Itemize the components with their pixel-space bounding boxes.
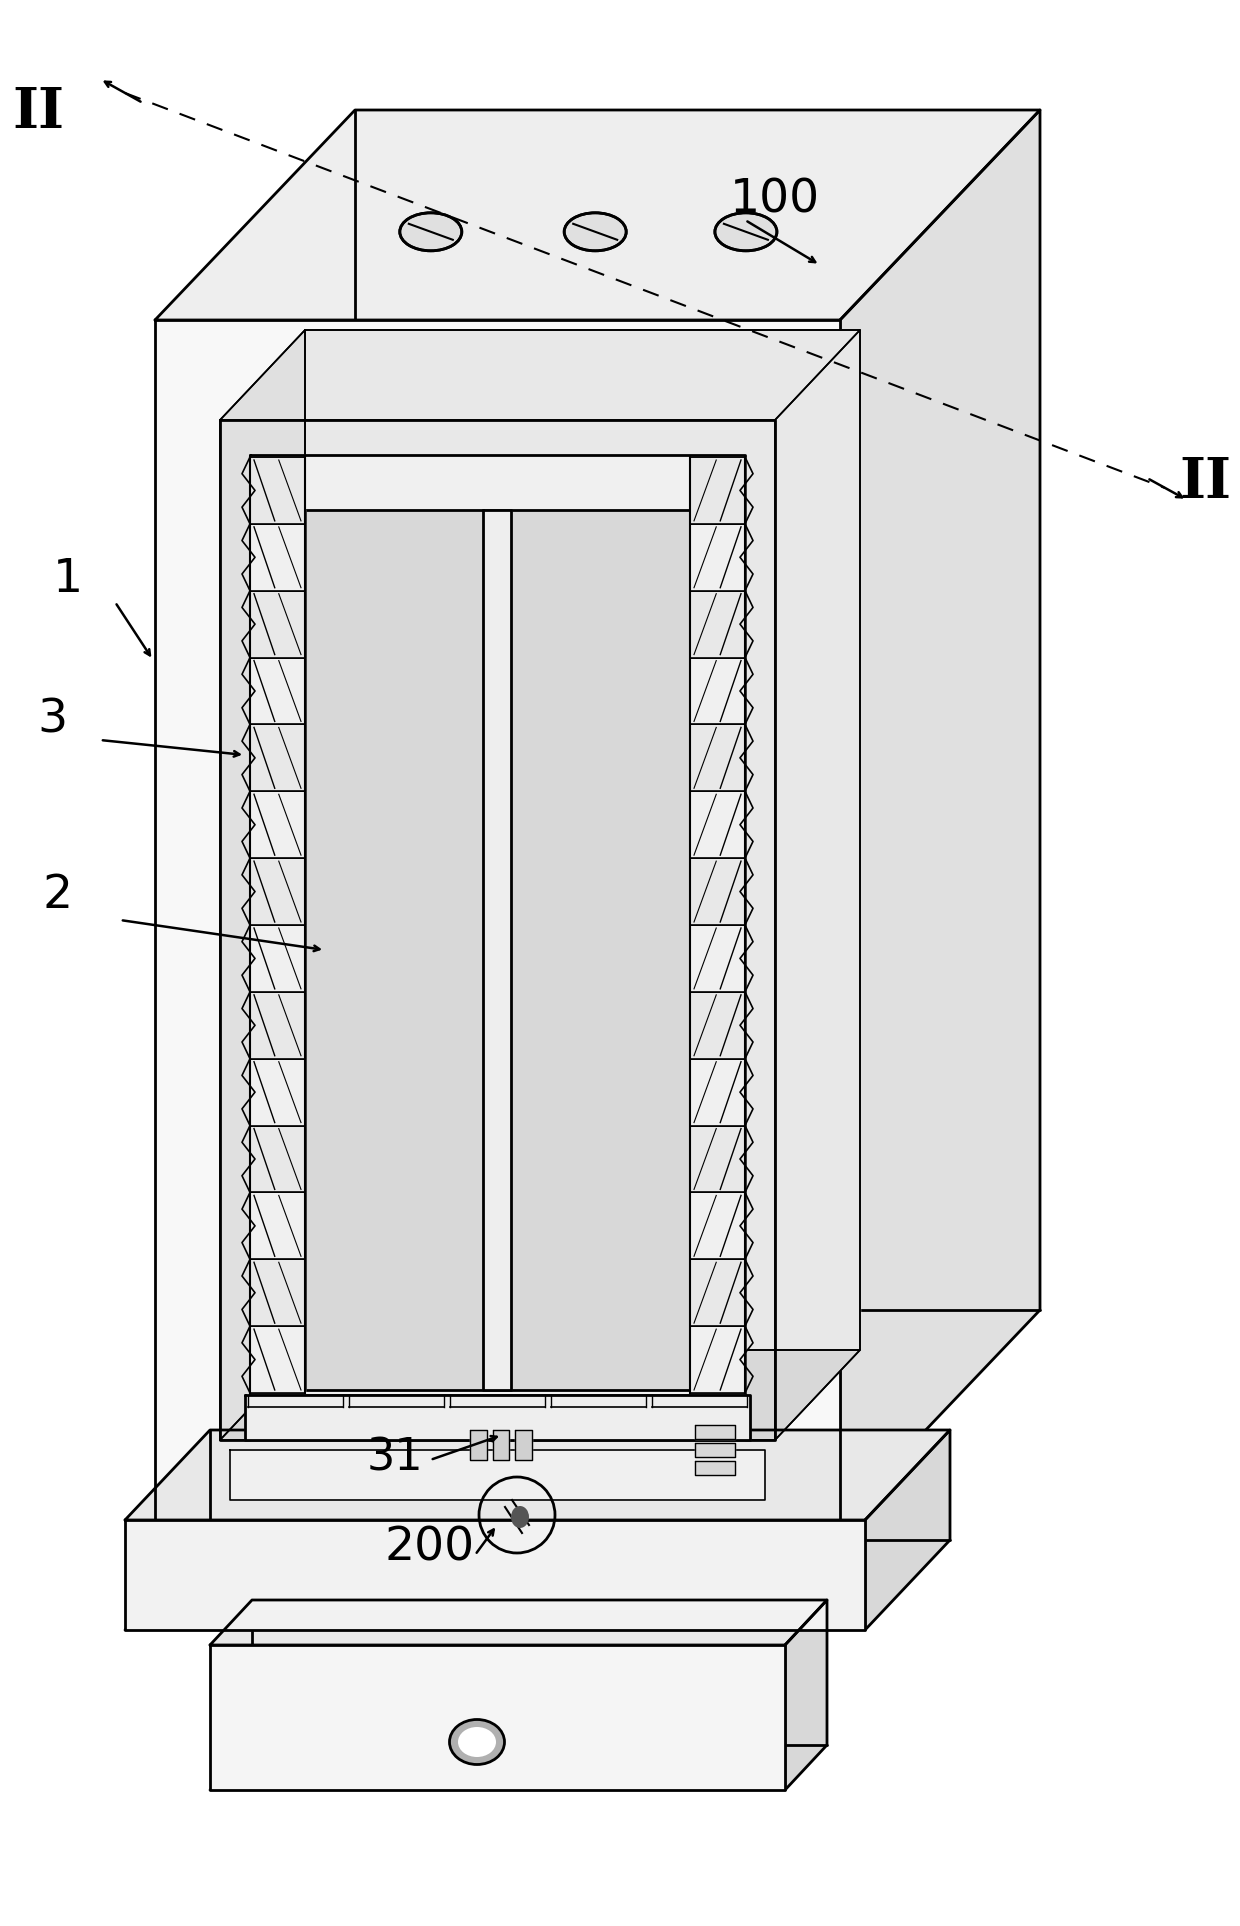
- Text: 200: 200: [384, 1525, 475, 1570]
- Polygon shape: [484, 510, 511, 1391]
- Polygon shape: [305, 510, 689, 1391]
- Polygon shape: [219, 1350, 861, 1441]
- Polygon shape: [785, 1601, 827, 1789]
- Text: 1: 1: [53, 557, 83, 603]
- Polygon shape: [689, 456, 745, 524]
- Polygon shape: [689, 524, 745, 591]
- Polygon shape: [250, 524, 305, 591]
- Polygon shape: [250, 591, 305, 657]
- Polygon shape: [515, 1429, 532, 1460]
- Polygon shape: [839, 110, 1040, 1520]
- Polygon shape: [866, 1429, 950, 1629]
- Polygon shape: [694, 1443, 735, 1456]
- Polygon shape: [250, 1192, 305, 1260]
- Polygon shape: [250, 1260, 305, 1327]
- Ellipse shape: [458, 1728, 496, 1757]
- Polygon shape: [219, 329, 861, 420]
- Polygon shape: [250, 657, 305, 724]
- Polygon shape: [250, 455, 745, 1394]
- Polygon shape: [689, 1125, 745, 1192]
- Polygon shape: [775, 329, 861, 1441]
- Polygon shape: [689, 724, 745, 792]
- Polygon shape: [250, 859, 305, 924]
- Polygon shape: [250, 992, 305, 1059]
- Text: II: II: [12, 85, 64, 139]
- Polygon shape: [219, 329, 305, 1441]
- Polygon shape: [210, 1601, 827, 1645]
- Polygon shape: [155, 110, 1040, 320]
- Polygon shape: [250, 1327, 305, 1392]
- Text: 2: 2: [43, 872, 73, 917]
- Polygon shape: [689, 992, 745, 1059]
- Text: 31: 31: [367, 1437, 423, 1479]
- Polygon shape: [125, 1520, 866, 1629]
- Polygon shape: [125, 1429, 950, 1520]
- Polygon shape: [246, 1394, 750, 1441]
- Polygon shape: [689, 591, 745, 657]
- Polygon shape: [492, 1429, 508, 1460]
- Polygon shape: [689, 1059, 745, 1125]
- Polygon shape: [155, 320, 839, 1520]
- Polygon shape: [250, 456, 305, 524]
- Polygon shape: [250, 724, 305, 792]
- Polygon shape: [229, 1450, 765, 1500]
- Polygon shape: [694, 1425, 735, 1439]
- Ellipse shape: [511, 1506, 529, 1527]
- Polygon shape: [689, 1260, 745, 1327]
- Text: 100: 100: [730, 177, 820, 223]
- Polygon shape: [305, 329, 861, 1350]
- Polygon shape: [250, 1059, 305, 1125]
- Polygon shape: [470, 1429, 486, 1460]
- Ellipse shape: [715, 212, 777, 250]
- Polygon shape: [689, 657, 745, 724]
- Polygon shape: [689, 792, 745, 859]
- Polygon shape: [250, 1125, 305, 1192]
- Polygon shape: [689, 1192, 745, 1260]
- Ellipse shape: [449, 1720, 505, 1764]
- Text: II: II: [1179, 455, 1231, 510]
- Ellipse shape: [399, 212, 461, 250]
- Polygon shape: [250, 924, 305, 992]
- Polygon shape: [210, 1645, 785, 1789]
- Text: 3: 3: [37, 697, 67, 743]
- Polygon shape: [689, 1327, 745, 1392]
- Polygon shape: [694, 1462, 735, 1475]
- Ellipse shape: [564, 212, 626, 250]
- Polygon shape: [689, 859, 745, 924]
- Polygon shape: [250, 792, 305, 859]
- Polygon shape: [689, 924, 745, 992]
